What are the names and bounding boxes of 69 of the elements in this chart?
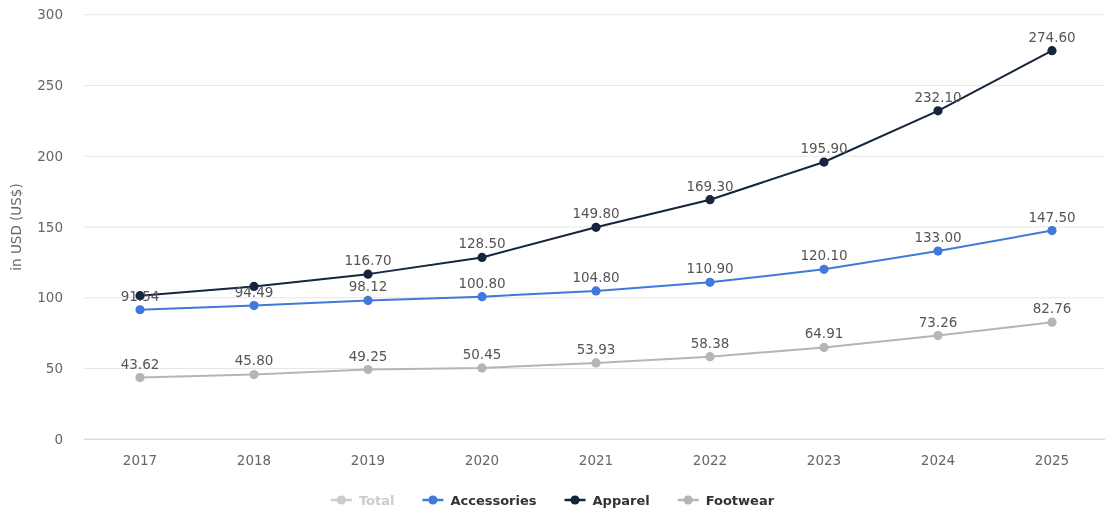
data-label: 133.00 bbox=[914, 229, 962, 246]
point bbox=[249, 300, 259, 311]
point bbox=[477, 363, 487, 373]
data-label: 50.45 bbox=[462, 345, 502, 362]
point bbox=[933, 106, 943, 116]
data-label: 147.50 bbox=[1028, 208, 1076, 225]
data-label: 73.26 bbox=[918, 313, 958, 330]
data-label: 53.93 bbox=[576, 340, 616, 357]
point bbox=[1047, 46, 1057, 56]
point bbox=[591, 222, 601, 232]
data-label: 116.70 bbox=[344, 252, 392, 269]
data-label: 274.60 bbox=[1028, 28, 1076, 45]
point bbox=[477, 252, 487, 263]
data-label: 104.80 bbox=[572, 268, 620, 285]
data-label: 195.90 bbox=[800, 140, 848, 157]
point bbox=[249, 369, 259, 380]
data-label: 100.80 bbox=[458, 274, 506, 291]
data-label: 43.62 bbox=[120, 355, 160, 372]
x-tick-label: 2025 bbox=[1034, 452, 1070, 468]
x-tick-label: 2018 bbox=[236, 452, 272, 468]
point bbox=[363, 269, 373, 279]
data-label: 58.38 bbox=[690, 334, 730, 351]
y-tick-label: 200 bbox=[37, 147, 63, 164]
data-label: 45.80 bbox=[234, 352, 274, 369]
y-tick-label: 150 bbox=[37, 218, 63, 235]
x-tick-label: 2023 bbox=[806, 452, 842, 468]
data-label: 110.90 bbox=[686, 260, 734, 277]
y-tick-label: 250 bbox=[37, 77, 63, 94]
x-tick-label: 2017 bbox=[122, 452, 158, 468]
y-tick-label: 100 bbox=[37, 289, 63, 306]
point bbox=[819, 157, 829, 167]
point bbox=[1047, 225, 1057, 236]
data-label: 128.50 bbox=[458, 235, 506, 252]
point bbox=[363, 365, 373, 375]
point bbox=[477, 292, 487, 302]
point bbox=[933, 246, 943, 256]
y-axis-title: in USD (US$) bbox=[8, 183, 24, 271]
point bbox=[819, 264, 829, 274]
data-label: 232.10 bbox=[914, 88, 962, 105]
point bbox=[705, 195, 715, 205]
legend-label: Accessories bbox=[450, 492, 537, 508]
data-label: 94.49 bbox=[234, 283, 274, 300]
data-label: 64.91 bbox=[804, 325, 844, 342]
point bbox=[591, 286, 601, 296]
x-tick-label: 2022 bbox=[692, 452, 728, 468]
x-tick-label: 2021 bbox=[578, 452, 614, 468]
point bbox=[933, 331, 943, 341]
y-tick-label: 0 bbox=[54, 431, 63, 448]
data-label: 169.30 bbox=[686, 177, 734, 194]
legend-label: Apparel bbox=[592, 492, 650, 508]
point bbox=[705, 277, 715, 287]
point bbox=[363, 295, 373, 306]
point bbox=[1047, 317, 1057, 327]
y-tick-label: 300 bbox=[37, 6, 63, 23]
y-tick-label: 50 bbox=[45, 360, 63, 377]
data-label: 82.76 bbox=[1032, 300, 1072, 317]
point bbox=[591, 358, 601, 368]
point bbox=[705, 352, 715, 362]
data-label: 98.12 bbox=[348, 278, 388, 295]
data-label: 49.25 bbox=[348, 347, 388, 364]
point bbox=[135, 305, 145, 315]
data-label: 120.10 bbox=[800, 247, 848, 264]
x-tick-label: 2019 bbox=[350, 452, 386, 468]
x-tick-label: 2024 bbox=[920, 452, 956, 468]
point bbox=[135, 372, 145, 383]
legend-label: Footwear bbox=[705, 492, 775, 508]
point bbox=[819, 342, 829, 353]
data-label: 149.80 bbox=[572, 205, 620, 222]
x-tick-label: 2020 bbox=[464, 452, 500, 468]
